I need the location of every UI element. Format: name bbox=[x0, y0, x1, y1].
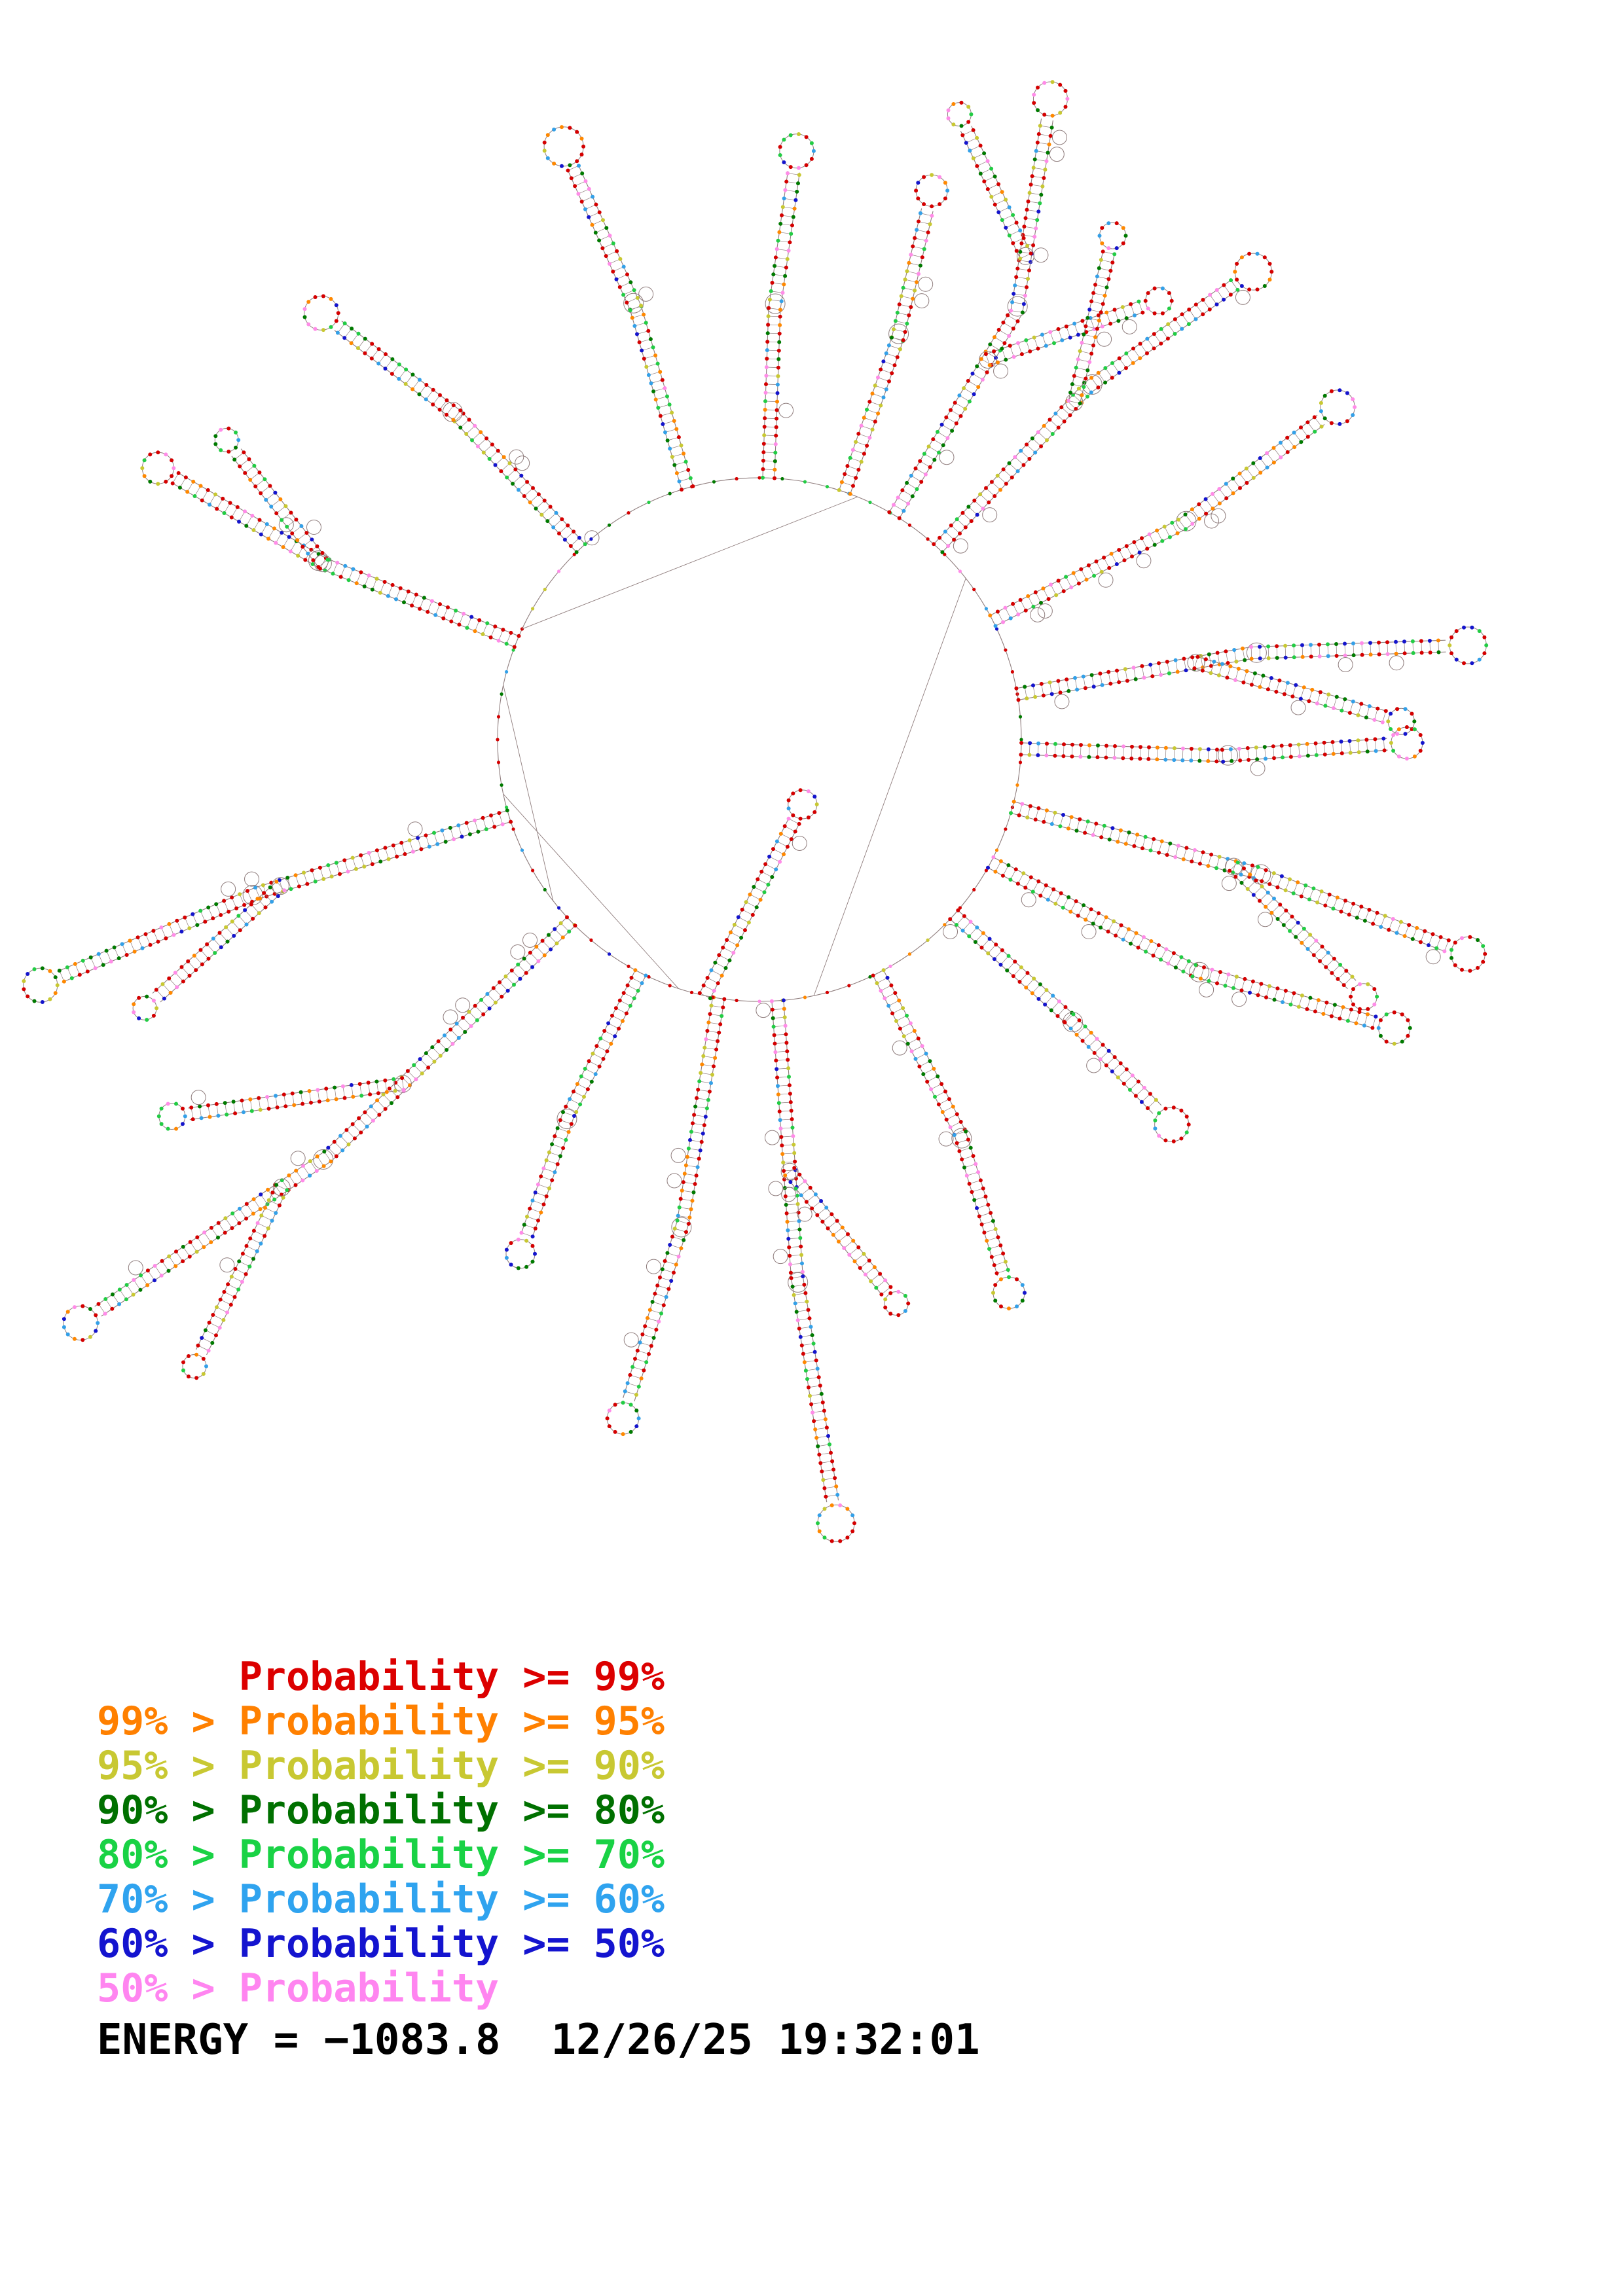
legend-item-below50: 50% > Probability bbox=[97, 1965, 500, 2011]
legend-item-p90: 95% > Probability >= 90% bbox=[97, 1743, 665, 1789]
legend-item-p60: 70% > Probability >= 60% bbox=[97, 1876, 665, 1922]
probability-legend: Probability >= 99% 99% > Probability >= … bbox=[97, 1655, 665, 2011]
legend-item-p95: 99% > Probability >= 95% bbox=[97, 1698, 665, 1744]
rna-structure-svg bbox=[22, 80, 1489, 1543]
legend-item-p50: 60% > Probability >= 50% bbox=[97, 1921, 665, 1967]
legend-item-p99: Probability >= 99% bbox=[97, 1654, 665, 1700]
legend-item-p70: 80% > Probability >= 70% bbox=[97, 1832, 665, 1878]
rna-structure-diagram bbox=[22, 80, 1489, 1543]
energy-line: ENERGY = −1083.8 12/26/25 19:32:01 bbox=[97, 2016, 980, 2064]
legend-item-p80: 90% > Probability >= 80% bbox=[97, 1787, 665, 1833]
